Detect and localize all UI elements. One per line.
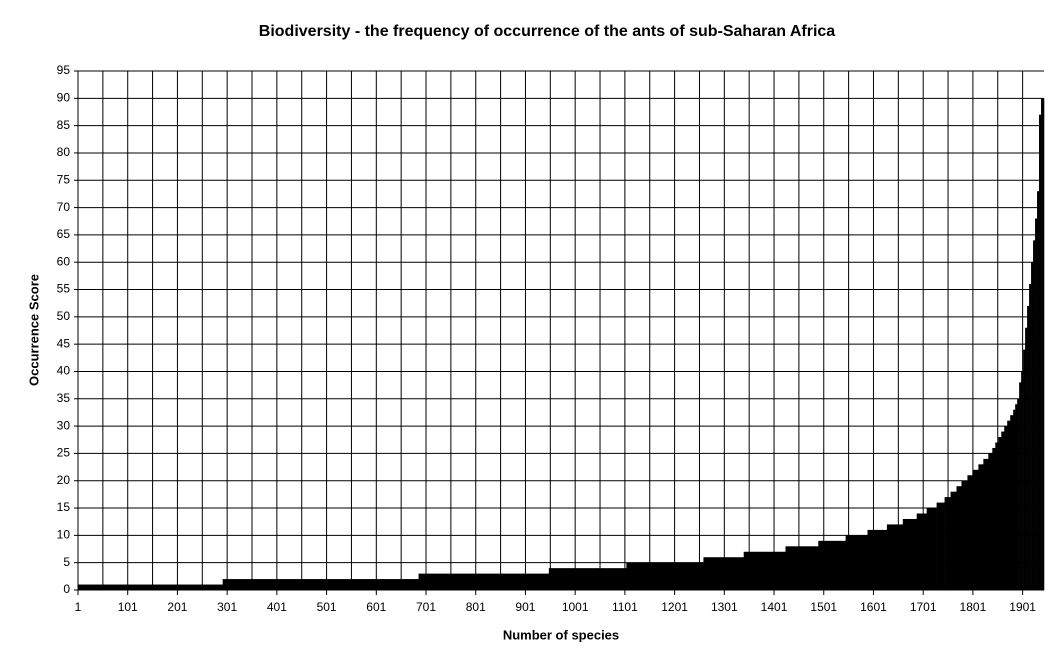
step-bar: [988, 453, 993, 590]
step-bar: [1017, 398, 1020, 590]
y-tick-label: 80: [57, 145, 71, 159]
x-tick-label: 1101: [612, 600, 638, 614]
step-bar: [703, 557, 745, 590]
chart-title: Biodiversity - the frequency of occurren…: [259, 23, 836, 40]
y-axis-title: Occurrence Score: [26, 274, 41, 386]
y-tick-label: 85: [57, 118, 71, 132]
x-tick-label: 1901: [1009, 600, 1036, 614]
x-tick-label: 1001: [562, 600, 589, 614]
step-bar: [1023, 349, 1026, 590]
step-bar: [1021, 371, 1024, 590]
step-bar: [548, 568, 627, 590]
x-tick-label: 501: [317, 600, 337, 614]
x-tick-label: 901: [515, 600, 535, 614]
x-tick-label: 301: [217, 600, 237, 614]
step-bar: [818, 540, 846, 590]
x-tick-label: 601: [366, 600, 386, 614]
y-tick-label: 55: [57, 282, 71, 296]
x-tick-label: 1301: [711, 600, 738, 614]
step-bar: [1025, 327, 1028, 590]
x-tick-label: 1801: [960, 600, 987, 614]
step-bar: [972, 469, 979, 590]
x-tick-label: 1501: [810, 600, 837, 614]
step-bar: [1029, 284, 1032, 590]
x-tick-label: 1601: [860, 600, 887, 614]
x-tick-label: 1701: [910, 600, 937, 614]
step-bar: [1037, 191, 1040, 591]
step-bar: [1041, 98, 1045, 590]
step-bar: [1035, 218, 1038, 591]
step-bar: [950, 491, 957, 590]
step-bar: [983, 458, 989, 590]
step-bar: [926, 508, 937, 590]
x-tick-label: 801: [466, 600, 486, 614]
step-bar: [1007, 420, 1011, 590]
step-bar: [785, 546, 819, 590]
step-bar: [78, 584, 223, 590]
y-tick-label: 65: [57, 227, 71, 241]
step-bar: [956, 486, 962, 590]
step-bar: [845, 535, 868, 590]
y-tick-label: 40: [57, 364, 71, 378]
x-tick-label: 1201: [661, 600, 688, 614]
y-tick-label: 25: [57, 446, 71, 460]
y-tick-label: 70: [57, 200, 71, 214]
step-bar: [995, 442, 999, 590]
y-tick-label: 20: [57, 473, 71, 487]
y-tick-label: 75: [57, 172, 71, 186]
x-axis-title: Number of species: [503, 627, 619, 642]
step-bar: [1001, 431, 1005, 590]
y-tick-label: 60: [57, 254, 71, 268]
step-bar: [1013, 409, 1016, 590]
y-tick-label: 0: [63, 582, 70, 596]
step-bar: [978, 464, 984, 590]
step-bar: [916, 513, 927, 590]
step-bar: [936, 502, 945, 590]
x-tick-label: 201: [167, 600, 187, 614]
step-bar: [1019, 382, 1022, 590]
step-bar: [1004, 426, 1008, 590]
step-bar: [1031, 262, 1034, 590]
step-bar: [1010, 415, 1014, 590]
step-bar: [1027, 305, 1030, 590]
y-tick-label: 95: [57, 63, 71, 77]
y-tick-label: 5: [63, 555, 70, 569]
step-bar: [992, 447, 996, 590]
y-tick-label: 90: [57, 90, 71, 104]
x-tick-label: 1401: [761, 600, 788, 614]
step-bar: [743, 551, 786, 590]
step-bar: [902, 518, 918, 590]
step-bar: [867, 529, 888, 590]
step-bar: [944, 497, 951, 590]
y-tick-label: 15: [57, 500, 71, 514]
x-tick-label: 401: [267, 600, 287, 614]
step-bar: [222, 579, 419, 590]
step-bar: [1015, 404, 1018, 590]
y-tick-label: 10: [57, 528, 71, 542]
x-tick-label: 701: [416, 600, 436, 614]
x-tick-label: 1: [75, 600, 82, 614]
step-bar: [961, 480, 968, 590]
step-bar: [967, 475, 973, 590]
step-bar: [1033, 240, 1036, 590]
x-tick-label: 101: [118, 600, 138, 614]
step-bar: [418, 573, 550, 590]
step-bar: [1039, 114, 1042, 590]
step-bar: [998, 437, 1002, 590]
y-tick-label: 30: [57, 418, 71, 432]
y-tick-label: 50: [57, 309, 71, 323]
y-tick-label: 35: [57, 391, 71, 405]
step-bar: [626, 562, 704, 590]
step-bar: [886, 524, 904, 590]
y-tick-label: 45: [57, 336, 71, 350]
